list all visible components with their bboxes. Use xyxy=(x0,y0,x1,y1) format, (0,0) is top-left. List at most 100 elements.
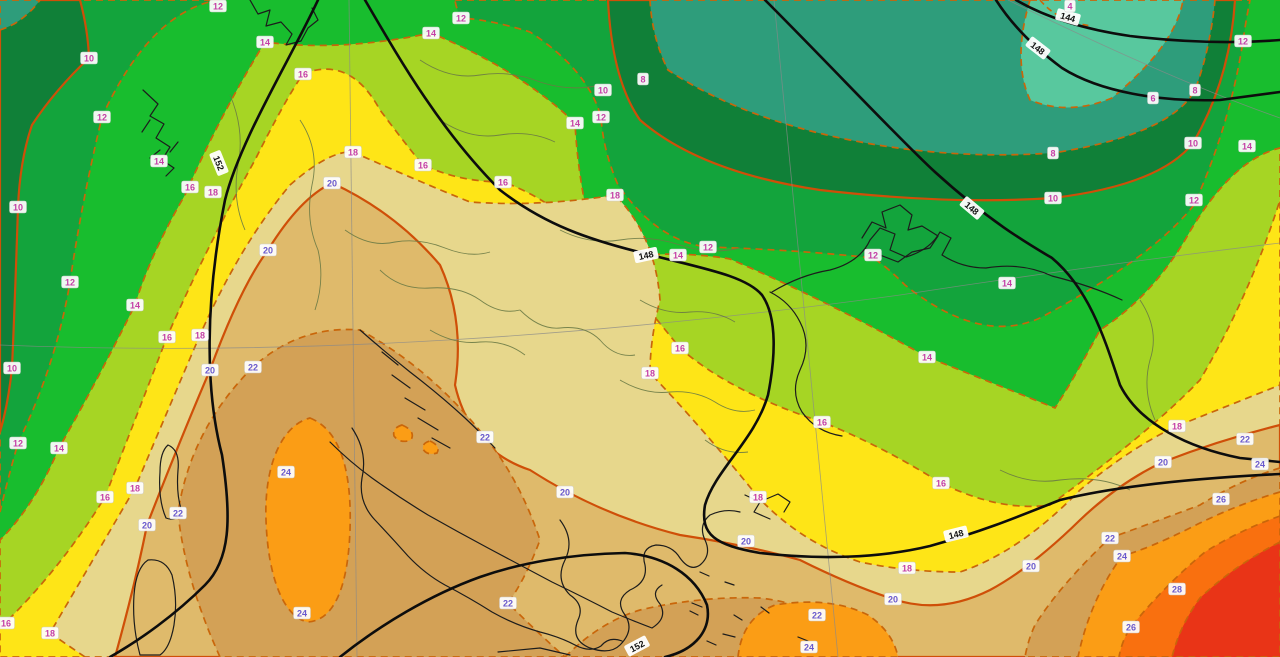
temperature-value: 20 xyxy=(205,366,215,376)
temperature-value: 12 xyxy=(868,251,878,261)
temperature-value: 16 xyxy=(817,418,827,428)
temperature-value: 12 xyxy=(703,243,713,253)
temperature-label: 12 xyxy=(452,11,470,25)
temperature-value: 14 xyxy=(1242,142,1252,152)
temperature-value: 22 xyxy=(248,363,258,373)
temperature-value: 12 xyxy=(1189,196,1199,206)
temperature-value: 12 xyxy=(97,113,107,123)
temperature-value: 18 xyxy=(348,148,358,158)
temperature-label: 16 xyxy=(96,490,114,504)
temperature-label: 16 xyxy=(158,330,176,344)
label-box xyxy=(201,363,219,377)
temperature-value: 20 xyxy=(263,246,273,256)
temperature-value: 8 xyxy=(640,75,645,85)
temperature-label: 12 xyxy=(592,110,610,124)
label-box xyxy=(800,640,818,654)
label-box xyxy=(943,525,969,543)
coastline xyxy=(351,427,576,646)
geopotential-148-east xyxy=(763,0,1280,464)
label-box xyxy=(1189,83,1201,97)
temperature-value: 22 xyxy=(812,611,822,621)
temperature-value: 4 xyxy=(1067,2,1072,12)
temperature-value: 14 xyxy=(54,444,64,454)
label-box xyxy=(1251,457,1269,471)
country-border xyxy=(639,299,736,323)
label-box xyxy=(50,441,68,455)
label-box xyxy=(592,110,610,124)
temperature-label: 12 xyxy=(61,275,79,289)
graticule-line xyxy=(1007,0,1280,119)
temperature-label: 12 xyxy=(699,240,717,254)
temperature-value: 22 xyxy=(173,509,183,519)
temperature-value: 22 xyxy=(1240,435,1250,445)
temperature-value: 14 xyxy=(570,119,580,129)
coastline xyxy=(381,351,451,449)
label-box xyxy=(749,490,767,504)
label-box xyxy=(209,150,229,176)
country-border xyxy=(439,119,556,143)
temperature-label: 14 xyxy=(566,116,584,130)
coastline xyxy=(559,509,741,652)
label-box xyxy=(1122,620,1140,634)
country-border xyxy=(519,309,636,356)
label-box xyxy=(932,476,950,490)
temperature-label: 10 xyxy=(1184,136,1202,150)
geopotential-152-west xyxy=(108,0,320,657)
temperature-value: 26 xyxy=(1126,623,1136,633)
label-box xyxy=(1168,582,1186,596)
label-box xyxy=(204,185,222,199)
temperature-label: 16 xyxy=(414,158,432,172)
label-box xyxy=(1047,146,1059,160)
geopotential-152-greece xyxy=(338,551,710,657)
temperature-value: 14 xyxy=(260,38,270,48)
temperature-label: 10 xyxy=(1044,191,1062,205)
temperature-value: 12 xyxy=(213,2,223,12)
label-box xyxy=(1044,191,1062,205)
label-box xyxy=(1022,559,1040,573)
temperature-label: 16 xyxy=(181,180,199,194)
label-box xyxy=(277,465,295,479)
temperature-label: 26 xyxy=(1212,492,1230,506)
coastline xyxy=(769,291,843,437)
temperature-value: 20 xyxy=(560,488,570,498)
temperature-value: 28 xyxy=(1172,585,1182,595)
temperature-value: 20 xyxy=(142,521,152,531)
label-box xyxy=(918,350,936,364)
temperature-label: 8 xyxy=(1047,146,1059,160)
label-box xyxy=(808,608,826,622)
temperature-value: 24 xyxy=(1255,460,1265,470)
temperature-label: 22 xyxy=(244,360,262,374)
country-border xyxy=(429,329,526,356)
temperature-value: 14 xyxy=(1002,279,1012,289)
temperature-label: 14 xyxy=(150,154,168,168)
label-box xyxy=(9,436,27,450)
label-box xyxy=(594,83,612,97)
label-box xyxy=(1236,432,1254,446)
temperature-label: 16 xyxy=(494,175,512,189)
label-box xyxy=(864,248,882,262)
geopotential-148-main xyxy=(363,0,1280,559)
temperature-label: 22 xyxy=(1236,432,1254,446)
label-box xyxy=(494,175,512,189)
temperature-value: 22 xyxy=(503,599,513,609)
temperature-band-6-8-corner xyxy=(0,0,42,31)
temperature-label: 14 xyxy=(50,441,68,455)
temperature-value: 12 xyxy=(456,14,466,24)
temperature-label: 20 xyxy=(1022,559,1040,573)
label-box xyxy=(126,298,144,312)
temperature-label: 14 xyxy=(998,276,1016,290)
temperature-value: 14 xyxy=(154,157,164,167)
temperature-value: 18 xyxy=(610,191,620,201)
temperature-label: 24 xyxy=(1251,457,1269,471)
temperature-label: 20 xyxy=(259,243,277,257)
temperature-label: 26 xyxy=(1122,620,1140,634)
temperature-value: 12 xyxy=(596,113,606,123)
temperature-value: 10 xyxy=(1188,139,1198,149)
label-box xyxy=(169,506,187,520)
geopotential-label: 148 xyxy=(943,525,969,543)
geopotential-label: 152 xyxy=(209,150,229,176)
temperature-value: 20 xyxy=(1026,562,1036,572)
temperature-value: 14 xyxy=(130,301,140,311)
label-box xyxy=(244,360,262,374)
